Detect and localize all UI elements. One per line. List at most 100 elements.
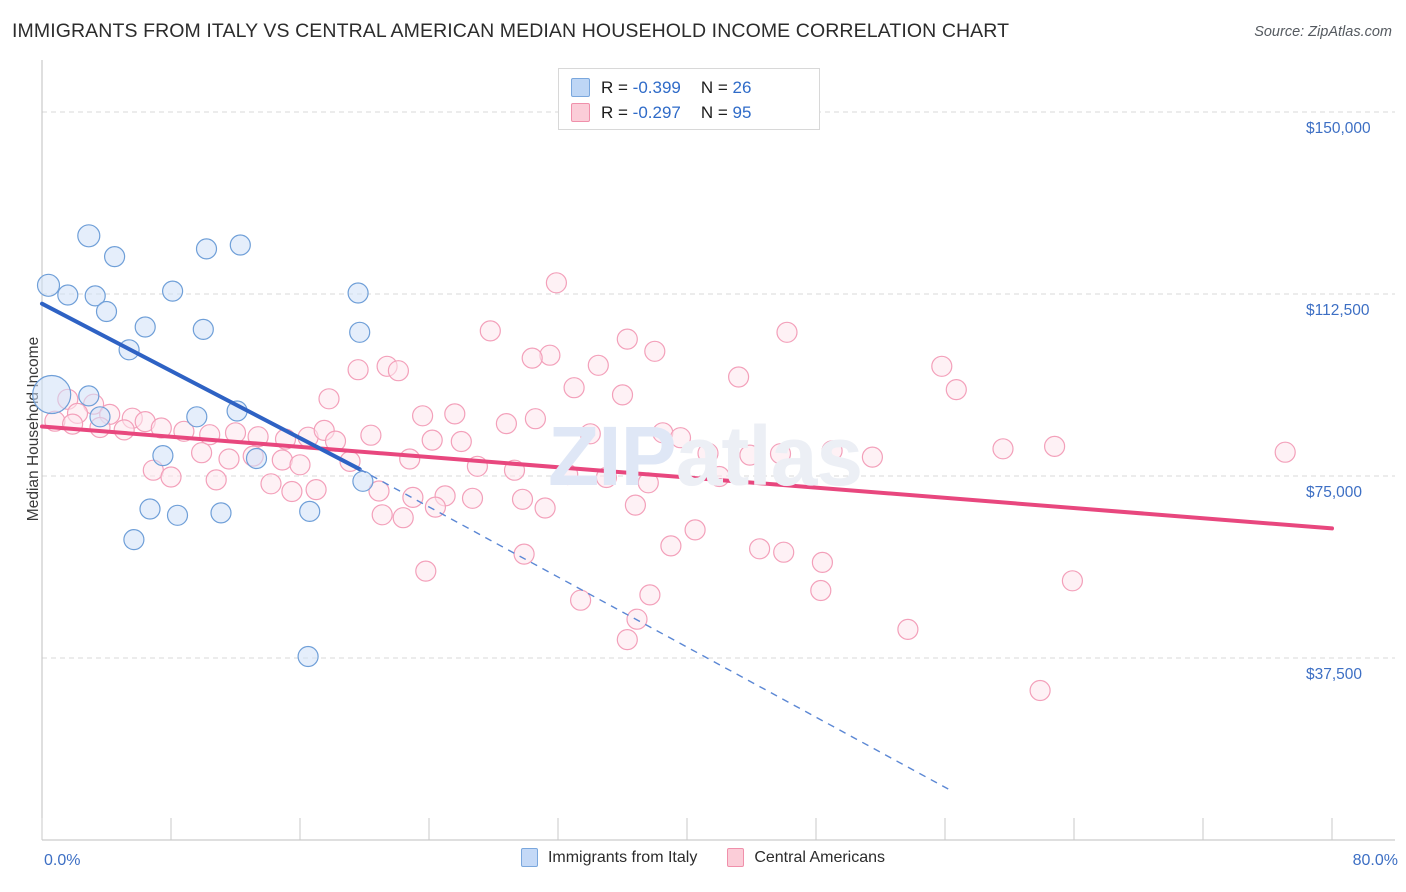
data-point[interactable] (89, 406, 111, 428)
data-point[interactable] (297, 645, 319, 668)
data-point[interactable] (739, 444, 761, 466)
data-point[interactable] (748, 538, 771, 560)
data-point[interactable] (495, 413, 517, 435)
data-point[interactable] (579, 423, 601, 445)
data-point[interactable] (412, 405, 434, 427)
data-point[interactable] (769, 443, 792, 465)
data-point[interactable] (652, 422, 674, 444)
data-point[interactable] (32, 374, 72, 415)
data-point[interactable] (810, 579, 832, 602)
data-point[interactable] (624, 494, 647, 516)
data-point[interactable] (260, 473, 282, 495)
data-point[interactable] (95, 300, 118, 323)
data-point[interactable] (289, 454, 311, 476)
data-point[interactable] (123, 528, 145, 551)
data-point[interactable] (1061, 570, 1084, 592)
data-point[interactable] (305, 479, 327, 501)
trendline-immigrants-from-italy (40, 301, 362, 472)
data-point[interactable] (697, 442, 719, 464)
data-point[interactable] (931, 355, 953, 377)
data-point[interactable] (821, 440, 843, 462)
data-point[interactable] (563, 377, 585, 399)
data-point[interactable] (534, 497, 556, 519)
data-point[interactable] (639, 584, 661, 606)
data-point[interactable] (229, 234, 251, 256)
data-point[interactable] (218, 448, 240, 470)
data-point[interactable] (776, 321, 798, 343)
data-point[interactable] (352, 470, 374, 492)
data-point[interactable] (727, 366, 750, 388)
data-point[interactable] (539, 344, 561, 366)
data-point[interactable] (521, 347, 543, 369)
data-point[interactable] (371, 504, 393, 526)
data-point[interactable] (210, 502, 232, 524)
data-point[interactable] (511, 488, 534, 510)
data-point[interactable] (57, 284, 79, 306)
data-point[interactable] (347, 359, 369, 381)
data-point[interactable] (191, 442, 213, 464)
data-point[interactable] (387, 360, 409, 382)
data-point[interactable] (349, 321, 371, 343)
data-point[interactable] (415, 560, 437, 582)
data-point[interactable] (134, 316, 156, 338)
series-legend-item-central-americans[interactable]: Central Americans (727, 848, 885, 867)
data-point[interactable] (36, 273, 61, 297)
data-point[interactable] (524, 408, 547, 430)
data-point[interactable] (461, 487, 484, 509)
data-point[interactable] (152, 445, 174, 467)
data-point[interactable] (245, 447, 268, 470)
data-point[interactable] (360, 424, 382, 446)
data-point[interactable] (444, 403, 466, 425)
series-legend-item-immigrants-from-italy[interactable]: Immigrants from Italy (520, 848, 697, 867)
data-point[interactable] (186, 406, 208, 428)
data-point[interactable] (392, 507, 414, 529)
data-point[interactable] (945, 379, 967, 401)
data-point[interactable] (192, 318, 214, 340)
data-point[interactable] (1029, 679, 1051, 702)
data-point[interactable] (708, 465, 730, 488)
data-point[interactable] (616, 628, 638, 651)
data-point[interactable] (318, 388, 340, 410)
data-point[interactable] (611, 384, 634, 406)
data-point[interactable] (861, 446, 884, 468)
data-point[interactable] (205, 469, 227, 491)
data-point[interactable] (479, 320, 501, 342)
data-point[interactable] (660, 535, 682, 557)
data-point[interactable] (424, 496, 446, 518)
data-point[interactable] (113, 419, 135, 441)
data-point[interactable] (421, 429, 443, 451)
data-point[interactable] (811, 551, 834, 574)
data-point[interactable] (992, 438, 1014, 460)
data-point[interactable] (195, 238, 218, 260)
data-point[interactable] (103, 246, 126, 268)
data-point[interactable] (669, 427, 692, 449)
data-point[interactable] (299, 500, 321, 522)
data-point[interactable] (616, 328, 638, 350)
data-point[interactable] (402, 486, 424, 508)
data-point[interactable] (644, 340, 666, 362)
data-point[interactable] (773, 541, 795, 563)
data-point[interactable] (281, 480, 303, 503)
data-point[interactable] (166, 504, 189, 526)
data-point[interactable] (347, 282, 369, 304)
data-point[interactable] (545, 272, 568, 294)
series-points-immigrants-from-italy (32, 224, 374, 668)
data-point[interactable] (587, 354, 609, 376)
data-point[interactable] (450, 430, 472, 453)
data-point[interactable] (271, 449, 293, 471)
data-point[interactable] (78, 385, 100, 407)
data-point[interactable] (513, 543, 535, 565)
data-point[interactable] (139, 498, 161, 520)
data-point[interactable] (368, 480, 390, 502)
data-point[interactable] (77, 224, 101, 248)
data-point[interactable] (1274, 441, 1296, 463)
data-point[interactable] (399, 448, 421, 470)
data-point[interactable] (84, 285, 106, 307)
data-point[interactable] (150, 417, 172, 439)
data-point[interactable] (897, 618, 919, 641)
data-point[interactable] (160, 466, 182, 488)
data-point[interactable] (1043, 435, 1066, 457)
data-point[interactable] (569, 589, 592, 611)
data-point[interactable] (162, 280, 184, 302)
data-point[interactable] (684, 519, 706, 541)
